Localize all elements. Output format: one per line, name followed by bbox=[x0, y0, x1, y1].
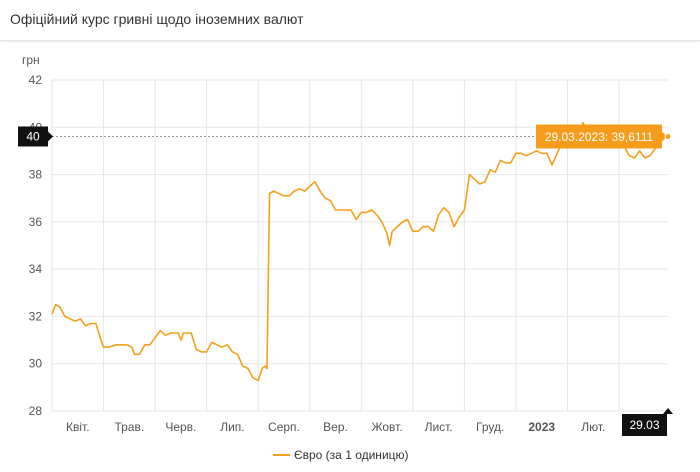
hover-point-marker bbox=[664, 132, 672, 140]
y-crosshair-pointer bbox=[48, 131, 53, 142]
tooltip-text: 29.03.2023: 39,6111 bbox=[545, 130, 654, 144]
series-layer[interactable] bbox=[51, 121, 669, 382]
chart-svg[interactable]: 28 30 32 34 36 38 40 42 Квіт. Трав. Черв. Лип. Серп.… bbox=[0, 40, 700, 467]
chart-header: Офіційний курс гривні щодо іноземних вал… bbox=[0, 0, 700, 41]
y-crosshair-marker bbox=[18, 126, 48, 147]
axis-layer: 28 30 32 34 36 38 40 42 Квіт. Трав. Черв. Лип. Серп.… bbox=[29, 73, 606, 434]
y-axis-label: грн bbox=[22, 53, 40, 67]
x-tick-label: Черв. bbox=[165, 420, 196, 434]
euro-rate-chart[interactable]: 28 30 32 34 36 38 40 42 Квіт. Трав. Черв. Лип. Серп.… bbox=[0, 40, 700, 467]
x-tick-label: Квіт. bbox=[66, 420, 90, 434]
y-tick-label: 38 bbox=[29, 168, 43, 182]
y-tick-label: 32 bbox=[29, 309, 43, 323]
x-tick-label: Лип. bbox=[220, 420, 244, 434]
chart-title: Офіційний курс гривні щодо іноземних вал… bbox=[10, 11, 304, 27]
x-crosshair-label: 29.03 bbox=[629, 418, 659, 432]
y-tick-label: 34 bbox=[29, 262, 43, 276]
x-tick-label: Серп. bbox=[268, 420, 300, 434]
y-tick-label: 42 bbox=[29, 73, 43, 87]
y-tick-label: 36 bbox=[29, 215, 43, 229]
x-crosshair-marker bbox=[622, 414, 667, 436]
y-tick-label: 30 bbox=[29, 357, 43, 371]
x-tick-label: Жовт. bbox=[371, 420, 402, 434]
x-tick-label: Вер. bbox=[323, 420, 348, 434]
x-tick-label: Лют. bbox=[581, 420, 605, 434]
legend[interactable]: Євро (за 1 одиницю) bbox=[273, 448, 409, 462]
tooltip-box bbox=[536, 124, 662, 149]
x-tick-label: 2023 bbox=[528, 420, 555, 434]
grid-layer bbox=[51, 79, 668, 412]
y-tick-label: 28 bbox=[29, 404, 43, 418]
y-crosshair-label: 40 bbox=[26, 129, 40, 143]
legend-label[interactable]: Євро (за 1 одиницю) bbox=[294, 448, 409, 462]
x-tick-label: Лист. bbox=[425, 420, 453, 434]
euro-series-line[interactable] bbox=[51, 121, 669, 382]
x-tick-label: Груд. bbox=[476, 420, 504, 434]
overlay-layer: 40 29.03 29.03.2023: 39,6111 bbox=[18, 124, 673, 436]
x-crosshair-pointer bbox=[663, 408, 673, 414]
x-tick-label: Трав. bbox=[114, 420, 144, 434]
